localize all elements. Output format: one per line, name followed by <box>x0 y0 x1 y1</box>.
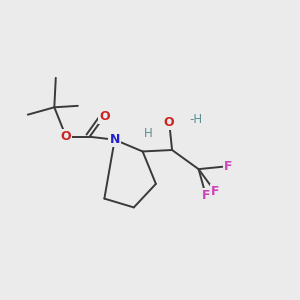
Text: F: F <box>211 185 219 198</box>
Text: F: F <box>202 189 210 202</box>
Text: H: H <box>144 127 153 140</box>
Text: O: O <box>61 130 71 143</box>
Text: F: F <box>224 160 232 173</box>
Text: N: N <box>110 133 120 146</box>
Text: -H: -H <box>190 112 203 126</box>
Text: O: O <box>164 116 175 128</box>
Text: O: O <box>99 110 110 123</box>
